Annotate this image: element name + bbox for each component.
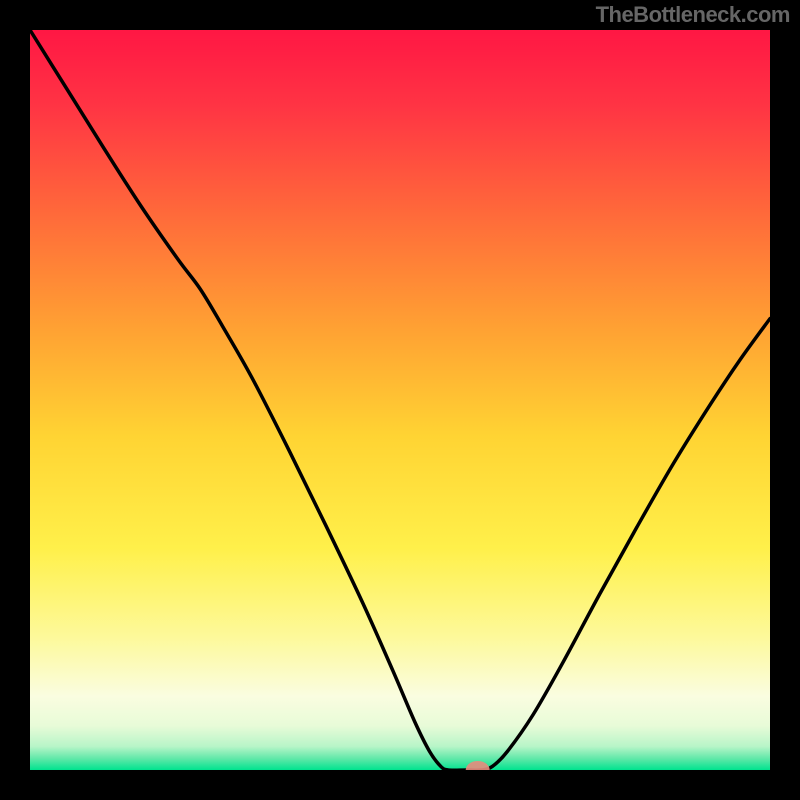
watermark-text: TheBottleneck.com <box>596 2 790 28</box>
chart-container: TheBottleneck.com <box>0 0 800 800</box>
optimal-marker <box>466 761 490 779</box>
bottleneck-chart <box>0 0 800 800</box>
plot-background <box>30 30 770 770</box>
